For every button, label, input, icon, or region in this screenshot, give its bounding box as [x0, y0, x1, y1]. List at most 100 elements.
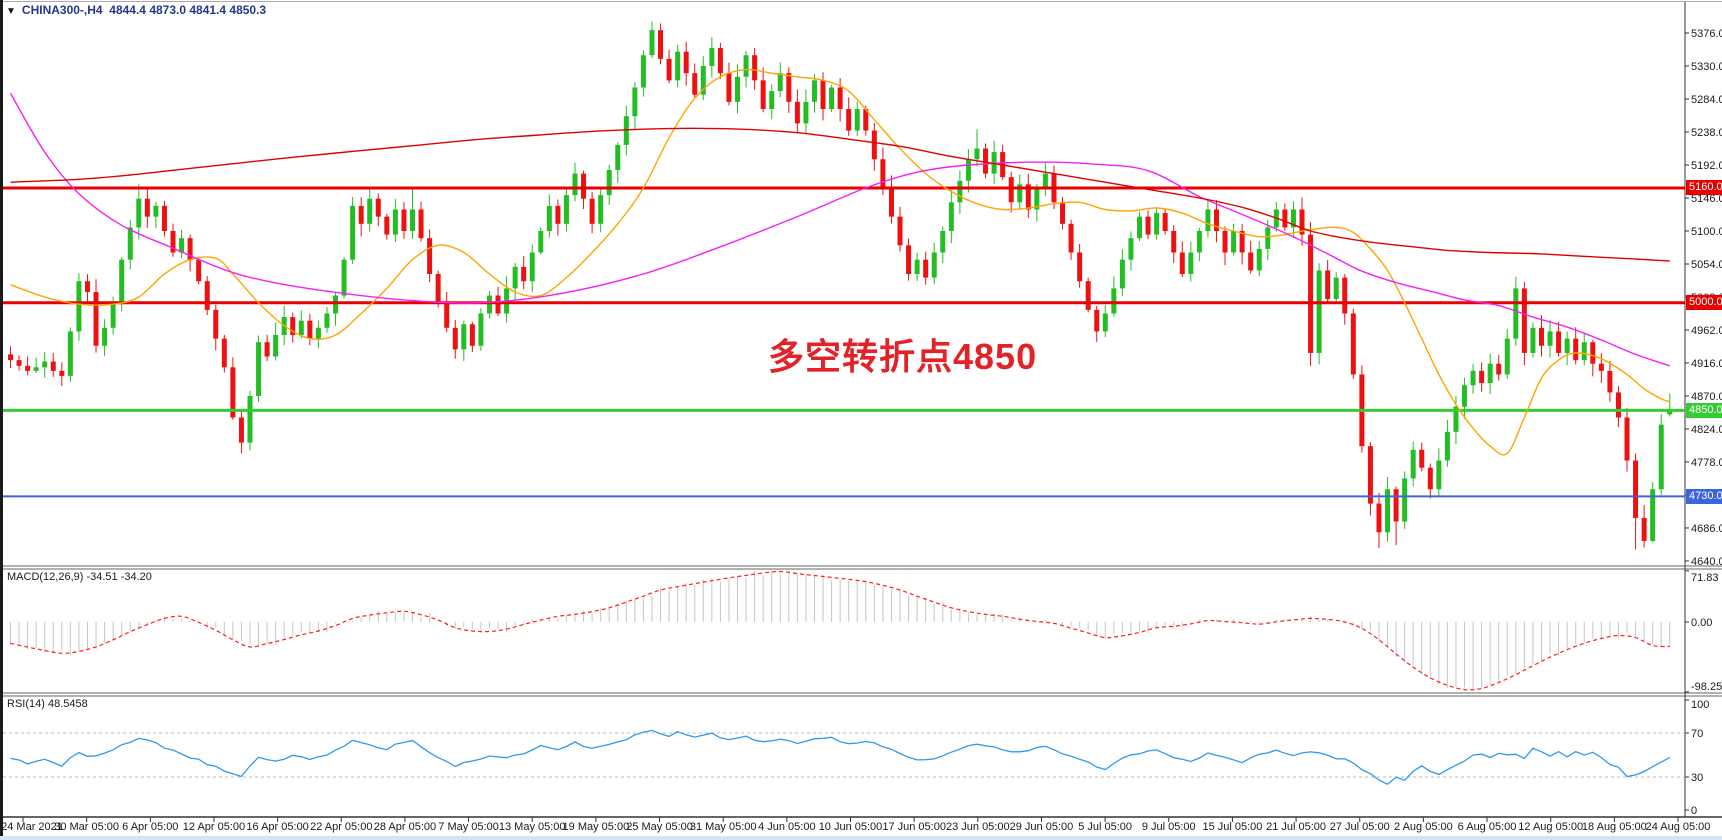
- candle-body[interactable]: [1060, 202, 1066, 224]
- candle-body[interactable]: [1008, 177, 1014, 203]
- candle-body[interactable]: [495, 295, 501, 314]
- candle-body[interactable]: [923, 259, 929, 278]
- candle-body[interactable]: [1513, 288, 1519, 339]
- candle-body[interactable]: [1042, 173, 1048, 188]
- candle-body[interactable]: [1231, 230, 1237, 253]
- candle-body[interactable]: [1479, 370, 1485, 384]
- candle-body[interactable]: [1487, 363, 1493, 384]
- candle-body[interactable]: [769, 91, 775, 110]
- candle-body[interactable]: [1265, 227, 1271, 249]
- candle-body[interactable]: [589, 198, 595, 224]
- candle-body[interactable]: [1025, 184, 1031, 210]
- candle-body[interactable]: [820, 80, 826, 110]
- candle-body[interactable]: [50, 361, 56, 371]
- candle-body[interactable]: [572, 173, 578, 196]
- candle-body[interactable]: [1538, 327, 1544, 346]
- candle-body[interactable]: [871, 130, 877, 160]
- candle-body[interactable]: [940, 230, 946, 253]
- candle-body[interactable]: [427, 238, 433, 275]
- candle-body[interactable]: [1154, 213, 1160, 235]
- candle-body[interactable]: [298, 320, 304, 336]
- candle-body[interactable]: [1615, 392, 1621, 418]
- candle-body[interactable]: [213, 309, 219, 339]
- candle-body[interactable]: [1496, 363, 1502, 375]
- candle-body[interactable]: [1658, 424, 1664, 490]
- candle-body[interactable]: [1299, 209, 1305, 235]
- candle-body[interactable]: [1393, 489, 1399, 522]
- candle-body[interactable]: [358, 205, 364, 224]
- candle-body[interactable]: [452, 327, 458, 350]
- candle-body[interactable]: [1547, 331, 1553, 346]
- candle-body[interactable]: [1325, 270, 1331, 300]
- candle-body[interactable]: [829, 87, 835, 110]
- candle-body[interactable]: [1162, 213, 1168, 231]
- candle-body[interactable]: [1256, 248, 1262, 271]
- candle-body[interactable]: [16, 360, 22, 366]
- candle-body[interactable]: [914, 259, 920, 275]
- candle-body[interactable]: [863, 109, 869, 131]
- candle-body[interactable]: [837, 87, 843, 110]
- candle-body[interactable]: [33, 367, 39, 371]
- candle-body[interactable]: [444, 302, 450, 328]
- candle-body[interactable]: [1598, 363, 1604, 371]
- candle-body[interactable]: [777, 73, 783, 92]
- candle-body[interactable]: [1128, 238, 1134, 260]
- candle-body[interactable]: [538, 230, 544, 253]
- candle-body[interactable]: [486, 295, 492, 314]
- candle-body[interactable]: [1556, 331, 1562, 353]
- candle-body[interactable]: [1633, 460, 1639, 518]
- candle-body[interactable]: [333, 295, 339, 314]
- candle-body[interactable]: [1350, 313, 1356, 375]
- candle-body[interactable]: [1290, 209, 1296, 228]
- candle-body[interactable]: [983, 148, 989, 174]
- candle-body[interactable]: [1573, 338, 1579, 361]
- candle-body[interactable]: [632, 87, 638, 117]
- candle-body[interactable]: [187, 238, 193, 260]
- candle-body[interactable]: [735, 76, 741, 102]
- candle-body[interactable]: [529, 252, 535, 282]
- candle-body[interactable]: [1119, 259, 1125, 289]
- candle-body[interactable]: [1590, 342, 1596, 364]
- candle-body[interactable]: [1419, 449, 1425, 468]
- candle-body[interactable]: [1564, 338, 1570, 353]
- candle-body[interactable]: [1436, 460, 1442, 490]
- candle-body[interactable]: [1034, 187, 1040, 210]
- candle-body[interactable]: [76, 281, 82, 332]
- candle-body[interactable]: [957, 180, 963, 203]
- candle-body[interactable]: [375, 198, 381, 217]
- candle-body[interactable]: [392, 209, 398, 235]
- candle-body[interactable]: [110, 302, 116, 328]
- candle-body[interactable]: [1188, 252, 1194, 275]
- candle-body[interactable]: [1077, 252, 1083, 282]
- candle-body[interactable]: [1427, 467, 1433, 490]
- candle-body[interactable]: [1145, 216, 1151, 235]
- candle-body[interactable]: [1385, 489, 1391, 533]
- candle-body[interactable]: [811, 80, 817, 102]
- candle-body[interactable]: [1402, 478, 1408, 522]
- candle-body[interactable]: [144, 198, 150, 217]
- candle-body[interactable]: [1068, 223, 1074, 253]
- candle-body[interactable]: [726, 73, 732, 102]
- candle-body[interactable]: [786, 73, 792, 102]
- candle-body[interactable]: [418, 209, 424, 239]
- candle-body[interactable]: [127, 227, 133, 260]
- candle-body[interactable]: [640, 55, 646, 88]
- candle-body[interactable]: [384, 216, 390, 235]
- candle-body[interactable]: [42, 361, 48, 368]
- candle-body[interactable]: [563, 195, 569, 224]
- candle-body[interactable]: [67, 331, 73, 376]
- candle-body[interactable]: [581, 173, 587, 199]
- candle-body[interactable]: [1222, 230, 1228, 253]
- candle-body[interactable]: [136, 198, 142, 228]
- candle-body[interactable]: [1667, 410, 1673, 415]
- candle-body[interactable]: [307, 320, 313, 339]
- candle-body[interactable]: [1333, 277, 1339, 300]
- candle-body[interactable]: [794, 101, 800, 124]
- candle-body[interactable]: [409, 209, 415, 231]
- candle-body[interactable]: [350, 205, 356, 260]
- candle-body[interactable]: [230, 367, 236, 418]
- candle-body[interactable]: [290, 317, 296, 336]
- candle-body[interactable]: [1017, 184, 1023, 203]
- candle-body[interactable]: [1624, 417, 1630, 461]
- candle-body[interactable]: [931, 252, 937, 278]
